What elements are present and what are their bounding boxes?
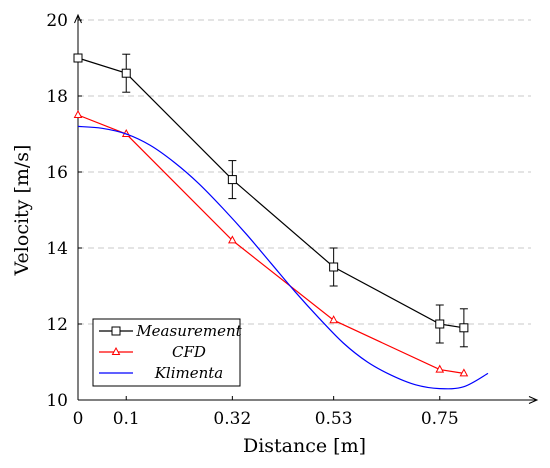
data-point-marker — [435, 364, 445, 373]
grid — [78, 19, 531, 325]
data-point-marker — [459, 368, 469, 377]
data-point-marker — [329, 262, 339, 272]
axes: 10 12 14 16 18 20 0 0.1 0.32 0.53 0.75 — [46, 11, 539, 429]
legend-entry-cfd: CFD — [99, 343, 206, 361]
x-axis-arrow — [528, 396, 539, 404]
legend-entry-klimenta: Klimenta — [99, 364, 223, 382]
x-tick-label-1: 0.1 — [113, 409, 140, 429]
y-tick-label-5: 20 — [46, 11, 68, 31]
data-point-marker — [329, 315, 338, 324]
data-point-marker — [121, 68, 131, 78]
y-tick-label-1: 12 — [46, 315, 68, 335]
x-tick-label-0: 0 — [73, 409, 84, 429]
legend: Measurement CFD Klimenta — [92, 318, 243, 387]
x-tick-label-3: 0.53 — [315, 409, 353, 429]
x-axis-title: Distance [m] — [243, 435, 366, 457]
y-axis-title: Velocity [m/s] — [11, 145, 33, 277]
series-group — [73, 53, 489, 390]
series-klimenta — [77, 125, 489, 390]
series-line-measurement — [77, 57, 464, 329]
legend-label: CFD — [172, 343, 206, 361]
series-line-cfd — [77, 114, 464, 374]
y-tick-label-4: 18 — [46, 87, 68, 107]
legend-label: Klimenta — [154, 364, 224, 382]
data-point-marker — [459, 323, 469, 333]
legend-marker — [111, 346, 121, 355]
series-cfd — [73, 109, 469, 377]
y-tick-label-2: 14 — [46, 239, 68, 259]
series-line-klimenta — [77, 125, 489, 390]
legend-marker — [111, 326, 121, 336]
series-measurement — [73, 53, 469, 348]
y-tick-label-3: 16 — [46, 163, 68, 183]
data-point-marker — [435, 319, 445, 329]
y-tick-label-0: 10 — [46, 391, 68, 411]
legend-label: Measurement — [135, 322, 242, 340]
x-tick-label-4: 0.75 — [421, 409, 459, 429]
data-point-marker — [227, 175, 237, 185]
data-point-marker — [73, 53, 83, 63]
x-tick-label-2: 0.32 — [213, 409, 251, 429]
data-point-marker — [73, 109, 83, 118]
data-point-marker — [228, 235, 237, 244]
legend-entry-measurement: Measurement — [99, 322, 243, 340]
